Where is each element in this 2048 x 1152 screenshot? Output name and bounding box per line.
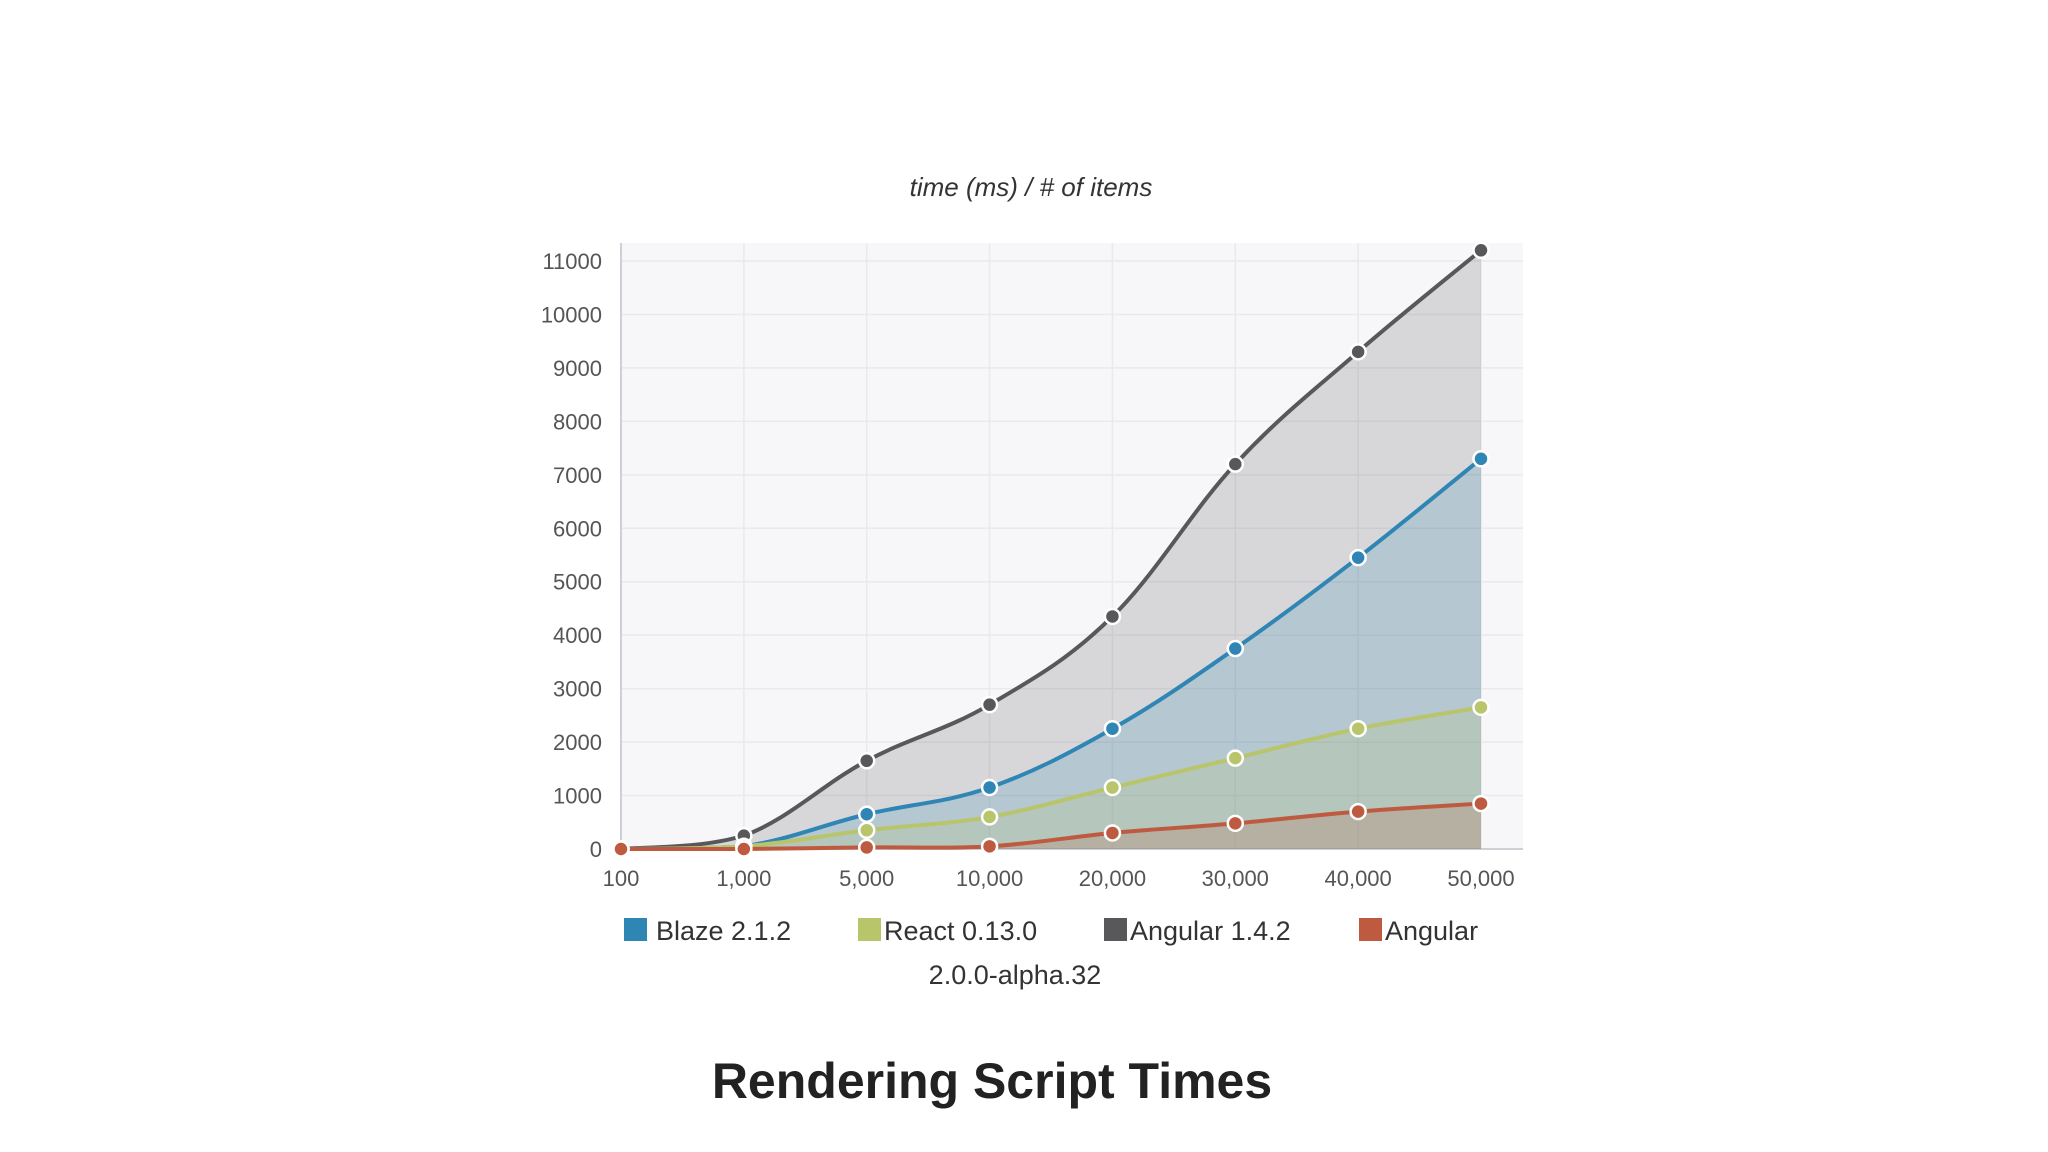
grid [620, 243, 1523, 850]
x-tick-label-30-000: 30,000 [1202, 866, 1269, 891]
point-react-0-13-0-50-000 [1472, 698, 1490, 717]
x-axis-ticks: 100 1,000 5,000 10,000 20,000 30,000 40,000 50,… [603, 866, 1515, 891]
point-angular-1-4-2-10-000 [980, 695, 999, 714]
point-react-0-13-0-40-000 [1349, 719, 1367, 738]
legend-swatch-angular-1 [1104, 918, 1127, 941]
y-tick-label-5000: 5000 [553, 570, 602, 595]
point-angular-2-0-0-alpha-32-30-000 [1226, 814, 1245, 833]
x-tick-label-1-000: 1,000 [716, 866, 771, 891]
legend-label-angular-1: Angular 1.4.2 [1130, 916, 1291, 946]
point-angular-2-0-0-alpha-32-20-000 [1103, 824, 1122, 842]
point-react-0-13-0-10-000 [980, 808, 999, 826]
legend-swatch-react [858, 918, 881, 941]
y-axis-ticks: 0 1000 2000 3000 4000 5000 6000 7000 8000 9000 100… [541, 249, 602, 862]
series-lines [620, 248, 1483, 852]
point-react-0-13-0-30-000 [1226, 749, 1245, 767]
caption-title: Rendering Script Times [712, 1053, 1272, 1109]
y-tick-label-3000: 3000 [553, 677, 602, 702]
legend-label-angular-2: Angular [1385, 916, 1478, 946]
x-tick-label-5-000: 5,000 [839, 866, 894, 891]
line-react-0-13-0 [620, 705, 1482, 851]
point-blaze-2-1-2-10-000 [980, 778, 999, 797]
x-tick-label-100: 100 [603, 866, 640, 891]
y-tick-label-1000: 1000 [553, 784, 602, 809]
area-react-0-13-0 [621, 707, 1481, 849]
point-blaze-2-1-2-20-000 [1103, 719, 1122, 738]
point-angular-2-0-0-alpha-32-100 [612, 840, 630, 858]
legend-swatch-blaze [624, 918, 647, 941]
x-tick-label-40-000: 40,000 [1324, 866, 1391, 891]
x-tick-label-20-000: 20,000 [1079, 866, 1146, 891]
y-tick-label-2000: 2000 [553, 730, 602, 755]
x-tick-label-10-000: 10,000 [956, 866, 1023, 891]
area-angular-1-4-2 [621, 250, 1481, 849]
point-angular-2-0-0-alpha-32-10-000 [980, 837, 999, 856]
y-tick-label-6000: 6000 [553, 516, 602, 541]
y-tick-label-8000: 8000 [553, 409, 602, 434]
point-react-0-13-0-20-000 [1103, 778, 1122, 797]
point-angular-1-4-2-20-000 [1103, 607, 1122, 626]
legend-label-react: React 0.13.0 [884, 916, 1037, 946]
line-angular-2-0-0-alpha-32 [620, 801, 1482, 852]
y-tick-label-11000: 11000 [542, 249, 602, 274]
series-points [612, 241, 1490, 858]
legend-label-angular-2-version: 2.0.0-alpha.32 [929, 960, 1102, 990]
point-angular-1-4-2-5-000 [857, 752, 876, 770]
point-angular-1-4-2-50-000 [1472, 241, 1490, 260]
point-angular-1-4-2-30-000 [1226, 455, 1245, 473]
point-blaze-2-1-2-40-000 [1349, 548, 1367, 567]
line-angular-1-4-2 [620, 248, 1483, 851]
x-tick-label-50-000: 50,000 [1447, 866, 1514, 891]
point-angular-2-0-0-alpha-32-1-000 [735, 840, 753, 858]
y-tick-label-4000: 4000 [553, 623, 602, 648]
legend-swatch-angular-2 [1359, 918, 1382, 941]
point-blaze-2-1-2-5-000 [857, 805, 876, 824]
legend-label-blaze: Blaze 2.1.2 [656, 916, 791, 946]
point-blaze-2-1-2-50-000 [1472, 450, 1490, 468]
point-angular-2-0-0-alpha-32-5-000 [857, 838, 876, 857]
point-blaze-2-1-2-30-000 [1226, 639, 1245, 658]
chart-title: time (ms) / # of items [910, 172, 1153, 202]
point-angular-2-0-0-alpha-32-50-000 [1472, 794, 1490, 813]
area-angular-2-0-0-alpha-32 [621, 803, 1481, 849]
point-angular-1-4-2-40-000 [1349, 343, 1367, 361]
point-react-0-13-0-5-000 [857, 821, 876, 840]
legend: Blaze 2.1.2 React 0.13.0 Angular 1.4.2 A… [624, 916, 1478, 990]
y-tick-label-7000: 7000 [553, 463, 602, 488]
y-tick-label-10000: 10000 [541, 302, 602, 327]
y-tick-label-0: 0 [590, 837, 602, 862]
y-tick-label-9000: 9000 [553, 356, 602, 381]
point-angular-2-0-0-alpha-32-40-000 [1349, 802, 1367, 821]
